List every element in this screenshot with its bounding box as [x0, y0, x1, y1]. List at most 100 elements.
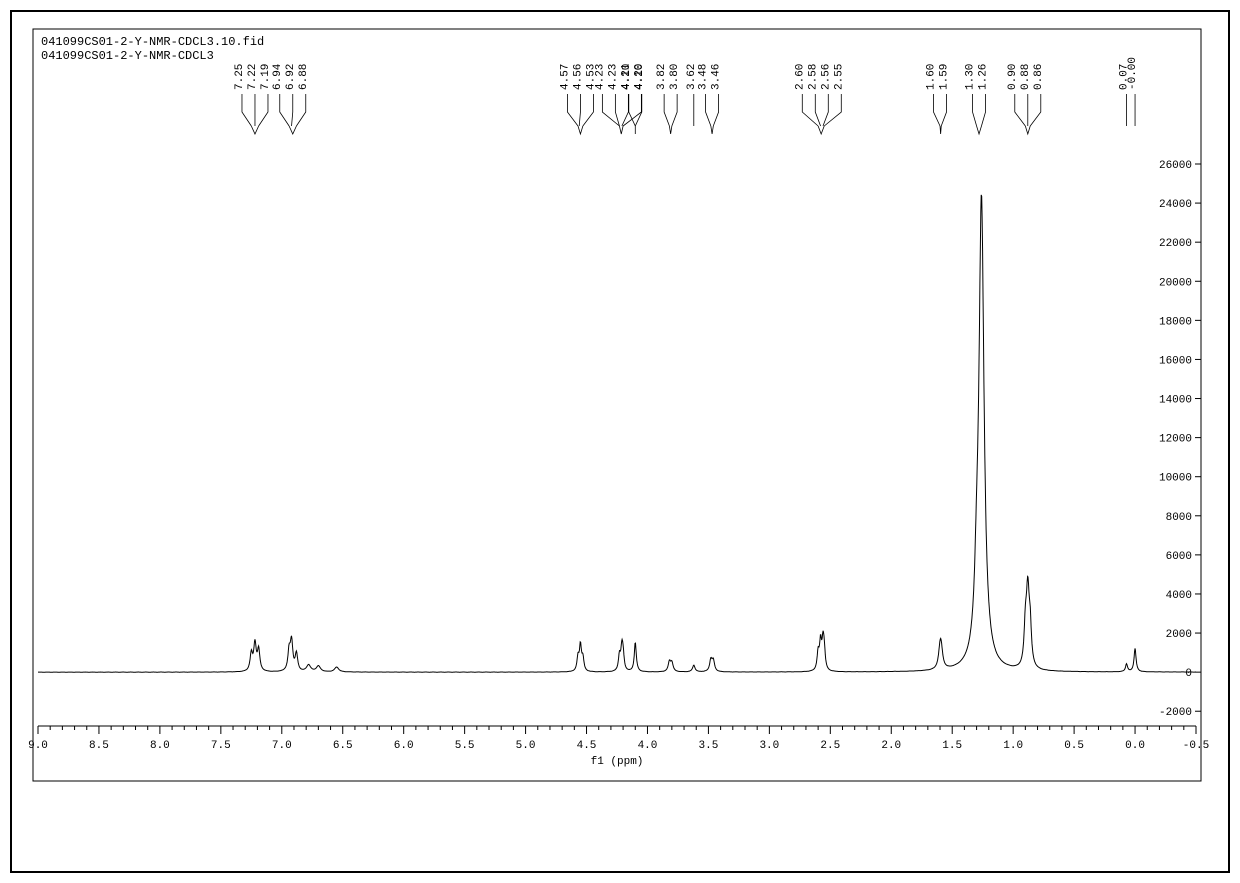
x-tick-label: 5.0	[516, 740, 536, 752]
peak-label-stem	[602, 94, 619, 126]
peak-label-stem	[567, 94, 578, 126]
x-tick-label: 1.5	[942, 740, 962, 752]
peak-label: 3.62	[686, 64, 698, 90]
peak-label: 2.55	[833, 64, 845, 90]
x-tick-label: 3.5	[699, 740, 719, 752]
peak-label-stem	[981, 94, 985, 126]
y-tick-label: 26000	[1159, 160, 1192, 172]
peak-label-bracket	[940, 126, 941, 134]
peak-label: 4.10	[634, 64, 646, 90]
peak-label-stem	[280, 94, 289, 126]
peak-label: 4.23	[594, 64, 606, 90]
y-tick-label: 18000	[1159, 316, 1192, 328]
y-tick-label: 24000	[1159, 199, 1192, 211]
y-tick-label: 0	[1185, 668, 1192, 680]
peak-label-stem	[815, 94, 820, 126]
peak-label: 7.19	[260, 64, 272, 90]
y-tick-label: 22000	[1159, 238, 1192, 250]
peak-label: 1.30	[965, 64, 977, 90]
peak-label: 3.82	[656, 64, 668, 90]
peak-label: 6.88	[298, 64, 310, 90]
y-tick-label: 14000	[1159, 395, 1192, 407]
peak-label: 0.88	[1020, 64, 1032, 90]
peak-label-bracket	[977, 126, 982, 134]
nmr-spectrum-figure: 041099CS01-2-Y-NMR-CDCL3.10.fid041099CS0…	[0, 0, 1240, 883]
peak-label-stem	[622, 94, 629, 126]
peak-label: 6.92	[285, 64, 297, 90]
y-tick-label: 16000	[1159, 355, 1192, 367]
y-tick-label: 6000	[1166, 551, 1192, 563]
peak-label-stem	[823, 94, 828, 126]
peak-label-bracket	[251, 126, 258, 134]
x-tick-label: -0.5	[1183, 740, 1209, 752]
y-tick-label: 12000	[1159, 434, 1192, 446]
peak-label: 3.48	[698, 64, 710, 90]
peak-label-bracket	[289, 126, 296, 134]
x-tick-label: 0.5	[1064, 740, 1084, 752]
x-tick-label: 8.5	[89, 740, 109, 752]
peak-label: 3.46	[711, 64, 723, 90]
y-tick-label: 2000	[1166, 629, 1192, 641]
peak-label: 3.80	[669, 64, 681, 90]
peak-label-stem	[615, 94, 619, 126]
peak-label: 6.94	[272, 63, 284, 90]
y-tick-label: 8000	[1166, 512, 1192, 524]
peak-label-bracket	[711, 126, 713, 134]
spectrum-title: 041099CS01-2-Y-NMR-CDCL3.10.fid	[41, 35, 264, 49]
peak-label-stem	[934, 94, 941, 126]
y-tick-label: 10000	[1159, 473, 1192, 485]
y-tick-label: 4000	[1166, 590, 1192, 602]
x-tick-label: 4.0	[638, 740, 658, 752]
peak-label-stem	[824, 94, 841, 126]
peak-label: 2.58	[807, 64, 819, 90]
peak-label-stem	[941, 94, 946, 126]
x-tick-label: 7.5	[211, 740, 231, 752]
peak-label-stem	[1030, 94, 1041, 126]
peak-label-stem	[664, 94, 669, 126]
peak-label-stem	[292, 94, 293, 126]
peak-label-stem	[706, 94, 711, 126]
outer-frame	[11, 11, 1229, 872]
peak-label-stem	[583, 94, 594, 126]
x-tick-label: 8.0	[150, 740, 170, 752]
peak-label-bracket	[619, 126, 623, 134]
peak-label: -0.00	[1127, 57, 1139, 90]
peak-label: 2.56	[820, 64, 832, 90]
peak-label: 0.86	[1033, 64, 1045, 90]
peak-label-bracket	[1025, 126, 1030, 134]
peak-label: 4.10	[621, 64, 633, 90]
x-tick-label: 1.0	[1003, 740, 1023, 752]
peak-label: 0.90	[1007, 64, 1019, 90]
x-axis-label: f1 (ppm)	[591, 756, 644, 768]
x-tick-label: 2.0	[881, 740, 901, 752]
peak-label: 1.59	[939, 64, 951, 90]
peak-label-stem	[713, 94, 718, 126]
x-tick-label: 0.0	[1125, 740, 1145, 752]
peak-label-bracket	[578, 126, 583, 134]
x-tick-label: 6.0	[394, 740, 414, 752]
peak-label: 4.56	[572, 64, 584, 90]
peak-label-stem	[579, 94, 580, 126]
x-tick-label: 5.5	[455, 740, 475, 752]
peak-label-stem	[296, 94, 305, 126]
peak-label-stem	[259, 94, 268, 126]
x-tick-label: 9.0	[28, 740, 48, 752]
peak-label-stem	[973, 94, 977, 126]
peak-label-bracket	[818, 126, 824, 134]
peak-label-stem	[802, 94, 818, 126]
peak-label: 4.23	[607, 64, 619, 90]
x-tick-label: 4.5	[577, 740, 597, 752]
spectrum-title: 041099CS01-2-Y-NMR-CDCL3	[41, 49, 214, 63]
x-tick-label: 7.0	[272, 740, 292, 752]
peak-label-stem	[1015, 94, 1026, 126]
spectrum-trace	[38, 195, 1196, 672]
peak-label-stem	[242, 94, 251, 126]
peak-label-stem	[623, 94, 641, 126]
peak-label-stem	[635, 94, 642, 126]
x-tick-label: 2.5	[820, 740, 840, 752]
peak-label-stem	[672, 94, 677, 126]
peak-label: 1.60	[926, 64, 938, 90]
peak-label: 7.25	[234, 64, 246, 90]
peak-label-bracket	[669, 126, 671, 134]
y-tick-label: -2000	[1159, 707, 1192, 719]
